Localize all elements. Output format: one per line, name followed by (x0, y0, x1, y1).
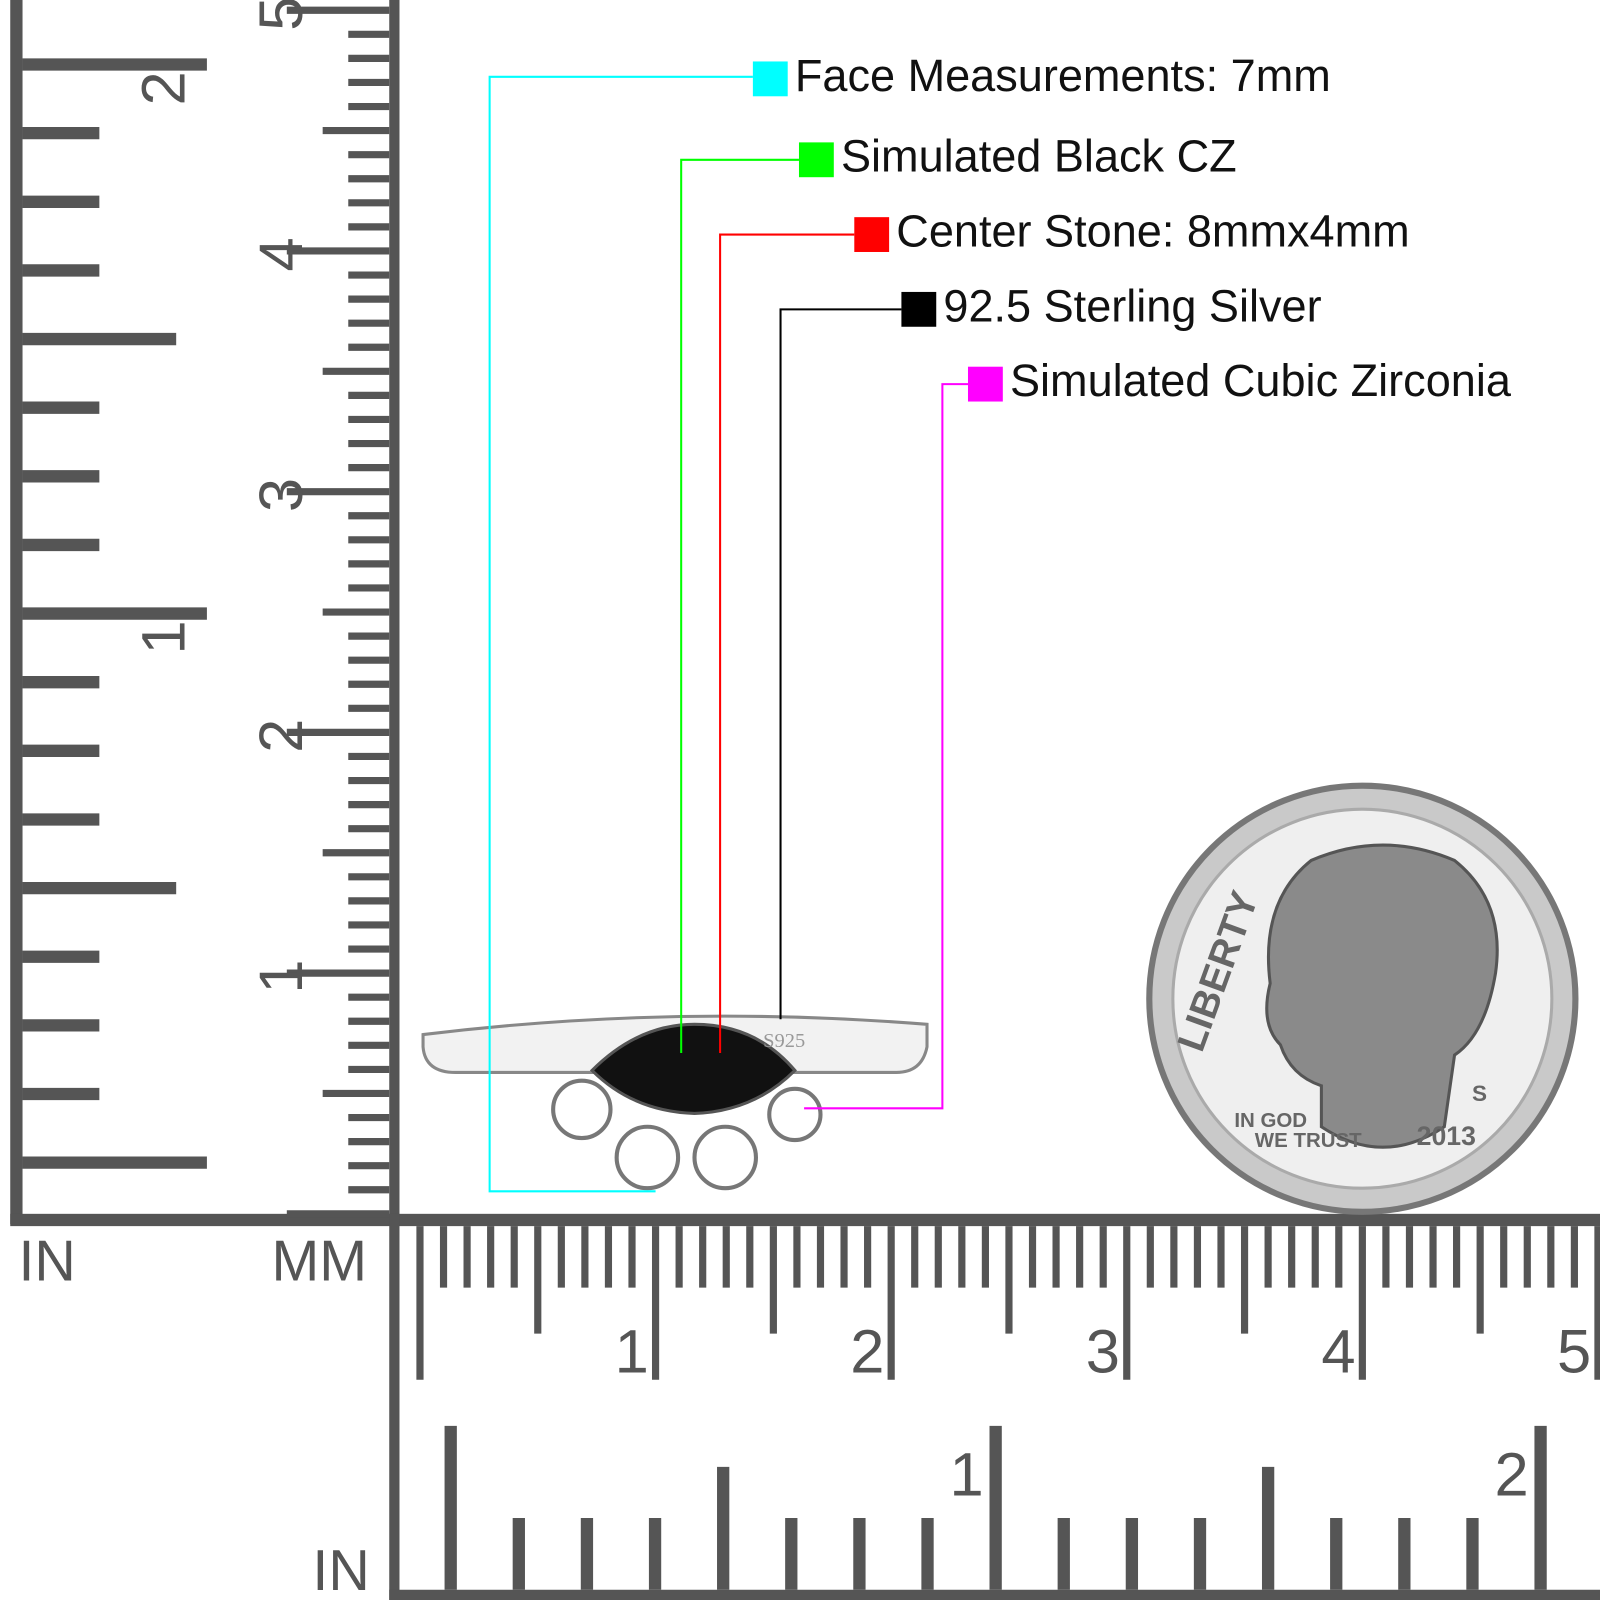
coin: LIBERTY IN GOD WE TRUST S 2013 (1146, 782, 1579, 1215)
ruler-label: 1 (950, 1441, 984, 1510)
unit-label: IN (312, 1539, 369, 1600)
ruler-label: 2 (247, 719, 316, 753)
ruler-label: 1 (615, 1318, 649, 1387)
ring: S925 (421, 1014, 929, 1191)
legend-swatch (967, 366, 1003, 402)
leader-line (804, 383, 968, 1110)
legend-label: Simulated Black CZ (841, 131, 1237, 182)
ruler-label: 1 (247, 959, 316, 993)
leader-line (488, 75, 753, 1193)
ruler-label: 4 (1321, 1318, 1355, 1387)
stamp: S925 (763, 1030, 805, 1052)
ruler-edge (10, 1213, 1600, 1227)
legend-label: Simulated Cubic Zirconia (1010, 355, 1512, 406)
legend-label: 92.5 Sterling Silver (943, 280, 1321, 331)
coin-text: IN GOD (1234, 1109, 1307, 1132)
coin-text: 2013 (1417, 1121, 1476, 1151)
ruler-label: 5 (247, 0, 316, 31)
ruler-edge (389, 0, 400, 1225)
legend-label: Center Stone: 8mmx4mm (896, 205, 1409, 256)
ruler-label: 2 (129, 71, 198, 105)
unit-label: IN (18, 1229, 75, 1293)
leader-line (680, 158, 799, 1054)
ruler-label: 5 (1557, 1318, 1591, 1387)
legend-swatch (901, 291, 937, 327)
legend-swatch (752, 61, 788, 97)
ruler-edge (389, 1589, 1600, 1600)
leader-line (779, 308, 902, 1020)
legend-label: Face Measurements: 7mm (795, 50, 1331, 101)
unit-label: MM (271, 1229, 367, 1293)
ruler-edge (389, 1213, 400, 1600)
coin-text: WE TRUST (1255, 1129, 1362, 1152)
ruler-label: 3 (247, 478, 316, 512)
leader-line (719, 233, 855, 1054)
ruler-label: 1 (129, 620, 198, 654)
ruler-ticks (22, 6, 1600, 1590)
legend: Face Measurements: 7mm Simulated Black CZ… (488, 50, 1512, 1193)
ruler-edge (10, 0, 23, 1225)
ruler-label: 2 (1494, 1441, 1528, 1510)
coin-text: S (1472, 1081, 1487, 1106)
legend-swatch (854, 217, 890, 252)
ruler-label: 2 (850, 1318, 884, 1387)
legend-swatch (798, 142, 834, 178)
ruler-label: 4 (247, 237, 316, 271)
ruler-label: 3 (1086, 1318, 1120, 1387)
